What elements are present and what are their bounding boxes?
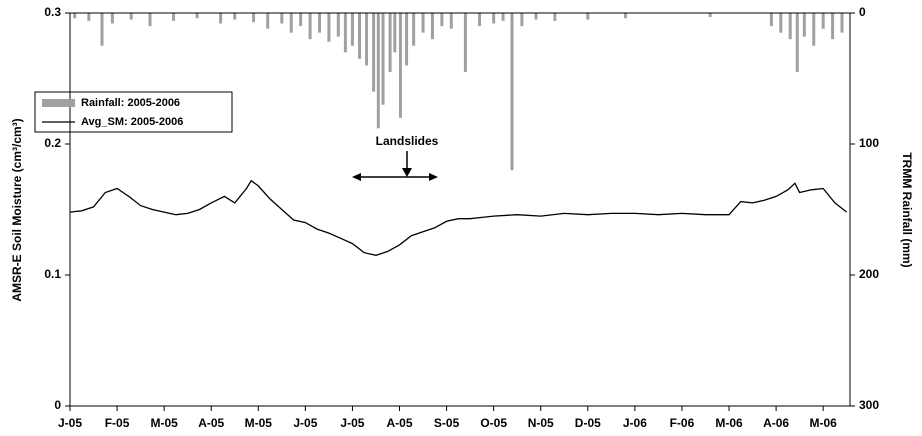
rain-bar bbox=[430, 13, 434, 40]
rain-bar bbox=[365, 13, 369, 66]
rain-bar bbox=[812, 13, 816, 46]
rain-bar bbox=[299, 13, 303, 27]
legend-box bbox=[34, 91, 233, 133]
rain-bar bbox=[501, 13, 505, 21]
x-tick-label: F-06 bbox=[670, 416, 695, 430]
rain-bar bbox=[219, 13, 223, 24]
y2-tick-label: 100 bbox=[859, 136, 879, 150]
rain-bar bbox=[73, 13, 77, 19]
sm-line bbox=[69, 179, 848, 256]
legend-swatch bbox=[42, 99, 75, 107]
rain-bar bbox=[289, 13, 293, 33]
y-tick-label: 0.3 bbox=[44, 5, 61, 19]
legend-label: Rainfall: 2005-2006 bbox=[81, 97, 180, 109]
annotation: Landslides bbox=[376, 134, 439, 148]
rain-bar bbox=[412, 13, 416, 46]
rain-bar bbox=[172, 13, 176, 21]
rain-bar bbox=[87, 13, 91, 21]
x-tick-label: N-05 bbox=[528, 416, 554, 430]
x-tick-label: A-05 bbox=[387, 416, 413, 430]
x-tick-label: J-05 bbox=[340, 416, 364, 430]
rain-bar bbox=[317, 13, 321, 33]
rain-bar bbox=[520, 13, 524, 27]
rain-bar bbox=[129, 13, 133, 20]
rain-bar bbox=[788, 13, 792, 40]
x-tick-label: A-05 bbox=[198, 416, 224, 430]
x-tick-label: S-05 bbox=[434, 416, 460, 430]
y2-axis-label: TRMM Rainfall (mm) bbox=[900, 152, 914, 267]
rain-bar bbox=[350, 13, 354, 46]
rain-bar bbox=[376, 13, 380, 129]
rain-bar bbox=[831, 13, 835, 40]
rain-bar bbox=[586, 13, 590, 20]
x-tick-label: J-05 bbox=[293, 416, 317, 430]
x-tick-label: M-06 bbox=[715, 416, 743, 430]
y2-tick-label: 300 bbox=[859, 398, 879, 412]
rain-bar bbox=[492, 13, 496, 24]
rain-bar bbox=[100, 13, 104, 46]
rain-bar bbox=[510, 13, 514, 171]
x-tick-label: M-05 bbox=[150, 416, 178, 430]
y2-tick-label: 0 bbox=[859, 5, 866, 19]
x-tick-label: D-05 bbox=[575, 416, 601, 430]
rain-bar bbox=[769, 13, 773, 27]
rain-bar bbox=[623, 13, 627, 19]
rain-bar bbox=[553, 13, 557, 21]
rain-bar bbox=[388, 13, 392, 72]
rain-bar bbox=[372, 13, 376, 92]
rain-bar bbox=[343, 13, 347, 53]
rain-bar bbox=[336, 13, 340, 37]
rain-bar bbox=[393, 13, 397, 53]
rain-bar bbox=[252, 13, 256, 23]
legend-label: Avg_SM: 2005-2006 bbox=[81, 116, 183, 128]
annotation-arrows bbox=[352, 151, 438, 181]
y-tick-label: 0.1 bbox=[44, 267, 61, 281]
rain-bar bbox=[233, 13, 237, 20]
x-tick-label: J-06 bbox=[623, 416, 647, 430]
rain-bar bbox=[440, 13, 444, 27]
x-tick-label: M-06 bbox=[809, 416, 837, 430]
rain-bar bbox=[405, 13, 409, 66]
rain-bar bbox=[266, 13, 270, 29]
rain-bar bbox=[195, 13, 199, 19]
rain-bar bbox=[327, 13, 331, 42]
rain-bar bbox=[821, 13, 825, 29]
rain-bar bbox=[463, 13, 467, 72]
rain-bar bbox=[280, 13, 284, 24]
x-tick-label: F-05 bbox=[105, 416, 130, 430]
rain-bar bbox=[148, 13, 152, 27]
rain-bar bbox=[381, 13, 385, 105]
rain-bar bbox=[779, 13, 783, 33]
rain-bar bbox=[840, 13, 844, 33]
y-axis-label: AMSR-E Soil Moisture (cm³/cm³) bbox=[10, 118, 24, 301]
x-tick-label: O-05 bbox=[480, 416, 507, 430]
y-tick-label: 0 bbox=[54, 398, 61, 412]
rain-bar bbox=[534, 13, 538, 20]
rain-bar bbox=[478, 13, 482, 27]
rain-bar bbox=[308, 13, 312, 40]
rain-bar bbox=[421, 13, 425, 33]
rain-bar bbox=[449, 13, 453, 29]
x-tick-label: M-05 bbox=[245, 416, 273, 430]
rain-bar bbox=[802, 13, 806, 37]
rain-bar bbox=[110, 13, 114, 24]
rain-bar bbox=[795, 13, 799, 72]
rain-bar bbox=[357, 13, 361, 59]
x-tick-label: J-05 bbox=[58, 416, 82, 430]
rain-bar bbox=[398, 13, 402, 118]
rain-bar bbox=[708, 13, 712, 17]
x-tick-label: A-06 bbox=[763, 416, 789, 430]
y2-tick-label: 200 bbox=[859, 267, 879, 281]
y-tick-label: 0.2 bbox=[44, 136, 61, 150]
